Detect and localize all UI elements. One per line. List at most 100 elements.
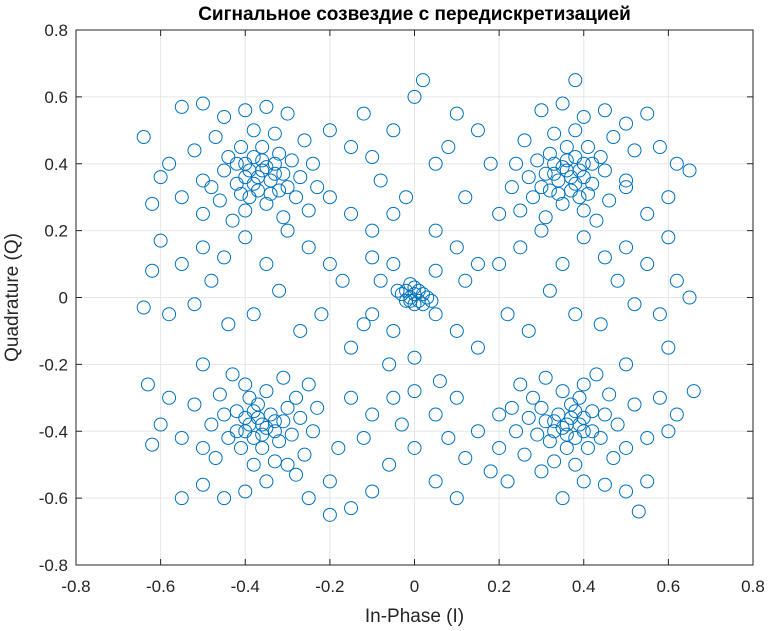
data-point [344,206,359,221]
data-point [458,451,473,465]
data-point [576,203,591,218]
data-point [504,180,519,195]
data-point [619,180,634,195]
data-point [627,143,642,158]
data-point [217,407,232,422]
data-point [162,307,177,322]
data-point [301,240,316,255]
data-point [289,467,304,482]
data-point [386,257,401,272]
data-point [547,156,562,171]
data-point [610,273,625,288]
data-point [525,190,540,205]
data-point [259,384,274,399]
data-point [415,297,430,312]
data-point [208,451,223,465]
data-point [174,430,189,445]
data-point [238,230,253,245]
data-point [555,257,570,272]
data-point [280,223,295,238]
y-tick-label: 0.8 [44,21,68,40]
data-point [407,384,422,399]
data-point [344,340,359,355]
data-point [229,404,244,419]
data-point [593,317,608,332]
data-point [547,126,562,141]
data-point [597,477,612,492]
data-point [293,410,308,425]
data-point [217,109,232,124]
data-point [449,390,464,405]
data-point [483,156,498,171]
data-point [597,250,612,265]
data-point [585,176,600,191]
data-point [640,257,655,272]
data-point [229,176,244,191]
data-point [415,73,430,88]
data-point [593,430,608,445]
data-point [208,130,223,144]
data-point [373,273,388,288]
data-point [145,437,160,452]
data-point [513,377,528,392]
data-point [619,357,634,372]
data-point [428,223,443,238]
data-point [669,273,684,288]
data-point [568,404,583,419]
data-point [195,357,210,372]
data-point [517,133,532,148]
data-point [568,176,583,191]
data-point [356,430,371,445]
data-point [344,501,359,516]
y-tick-label: 0.2 [44,222,68,241]
data-point [640,430,655,445]
data-point [301,377,316,392]
data-point [521,170,536,185]
data-point [174,99,189,114]
data-point [483,464,498,479]
data-point [538,370,553,385]
data-point [470,123,485,138]
data-point [555,384,570,399]
data-point [136,130,151,144]
data-point [403,277,418,292]
data-point [555,491,570,506]
data-point [492,440,507,455]
data-point [652,140,667,155]
data-point [225,213,240,228]
data-point [365,223,380,238]
data-point [331,440,346,455]
data-point [572,190,587,205]
data-point [221,317,236,332]
data-point [322,257,337,272]
data-point [322,190,337,205]
data-point [627,397,642,412]
data-point [428,156,443,171]
data-point [140,377,155,392]
data-point [259,257,274,272]
data-point [661,230,676,245]
data-point [284,427,299,442]
data-point [576,109,591,124]
data-point [458,273,473,288]
data-point [597,407,612,422]
x-tick-label: 0.4 [572,577,596,596]
data-point [669,407,684,422]
x-axis-label: In-Phase (I) [365,606,464,627]
data-point [407,280,422,295]
data-point [470,340,485,355]
data-point [259,196,274,211]
y-tick-label: -0.2 [39,355,68,374]
data-point [538,210,553,225]
data-point [373,173,388,188]
data-point [382,457,397,472]
chart-title: Сигнальное созвездие с передискретизацие… [198,4,631,25]
data-point [509,156,524,171]
data-point [432,374,447,389]
data-point [365,150,380,165]
data-point [521,410,536,425]
data-point [576,156,591,171]
data-point [255,427,270,442]
data-point [221,430,236,445]
data-point [551,186,566,201]
